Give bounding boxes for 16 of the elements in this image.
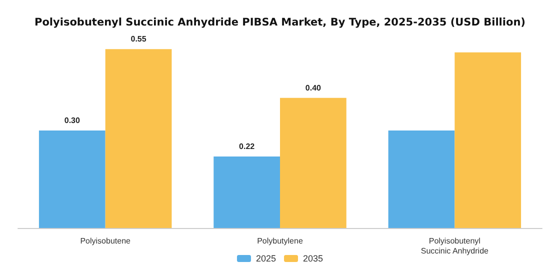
bar — [214, 156, 280, 228]
legend-label: 2035 — [303, 254, 324, 264]
x-tick-label: Polyisobutene — [80, 236, 132, 246]
bar — [105, 49, 172, 228]
bar — [280, 98, 346, 228]
data-label: 0.22 — [239, 142, 256, 151]
x-tick-label: Polyisobutenyl Succinic Anhydride — [420, 236, 490, 256]
bar — [38, 130, 106, 228]
data-label: 0.55 — [130, 34, 147, 44]
data-label: 0.40 — [305, 83, 322, 92]
legend-label: 2025 — [256, 254, 276, 264]
bar — [454, 52, 522, 228]
data-label: 0.30 — [64, 116, 80, 125]
bar — [388, 130, 455, 228]
x-tick-label: Polybutylene — [257, 236, 304, 246]
chart-title: Polyisobutenyl Succinic Anhydride PIBSA Market, By Type, 2025-2035 (USD Billion) — [34, 16, 526, 28]
